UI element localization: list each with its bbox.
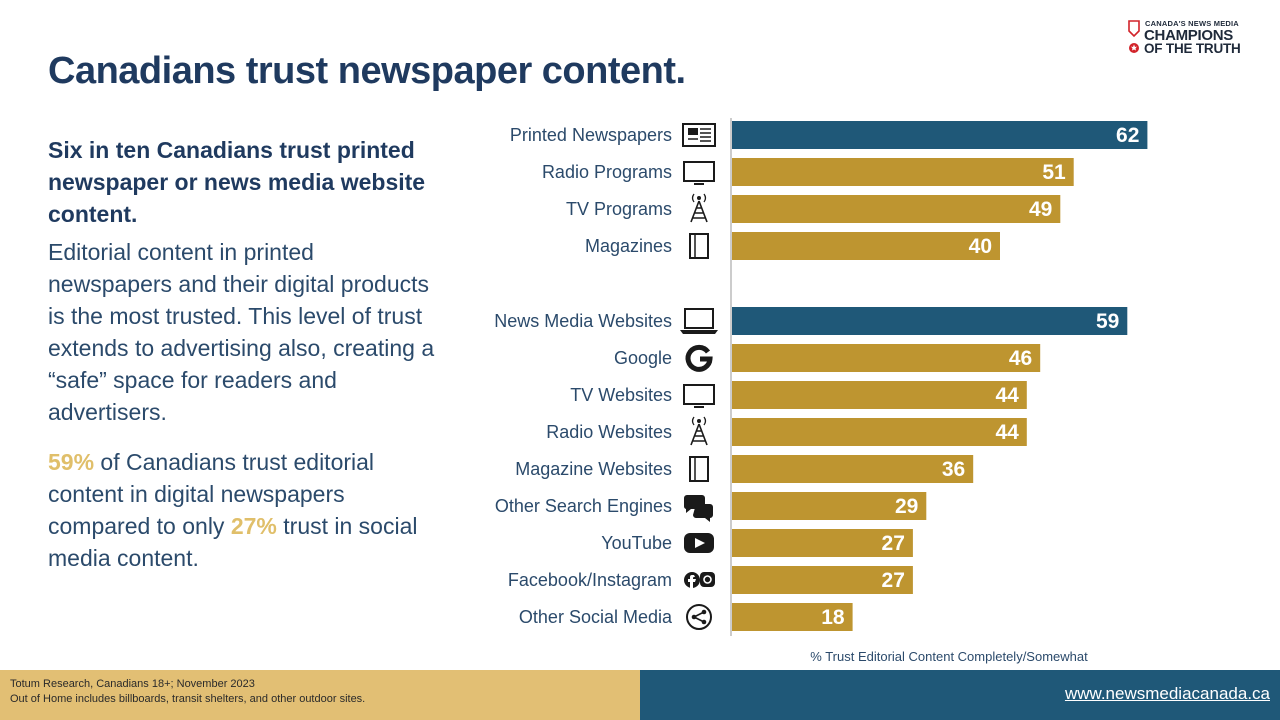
bar-value-label: 59 xyxy=(1096,310,1119,333)
bar xyxy=(732,566,913,594)
share-icon xyxy=(686,604,712,630)
bar-value-label: 27 xyxy=(882,569,905,592)
category-label: Printed Newspapers xyxy=(510,125,672,145)
lead-statement: Six in ten Canadians trust printed newsp… xyxy=(48,137,426,227)
logo-line1: CHAMPIONS xyxy=(1144,27,1233,44)
category-label: YouTube xyxy=(601,533,672,553)
google-icon xyxy=(685,344,713,372)
category-label: Other Social Media xyxy=(519,607,673,627)
footer-url-panel: www.newsmediacanada.ca xyxy=(640,670,1280,720)
category-label: TV Programs xyxy=(566,199,672,219)
category-label: Magazine Websites xyxy=(515,459,672,479)
bar-value-label: 51 xyxy=(1042,161,1066,184)
bar xyxy=(732,603,853,631)
stat-text-2: trust in social media content. xyxy=(48,513,418,571)
bar xyxy=(732,121,1148,149)
bar xyxy=(732,232,1000,260)
category-label: Facebook/Instagram xyxy=(508,570,672,590)
category-label: News Media Websites xyxy=(494,311,672,331)
tv-icon xyxy=(683,161,715,185)
category-label: Google xyxy=(614,348,672,368)
chart-row: 44 Radio Websites xyxy=(546,416,1027,446)
chart-row: 59 News Media Websites xyxy=(494,307,1128,335)
youtube-icon xyxy=(684,533,714,553)
chart-row: 27 Facebook/Instagram xyxy=(508,566,913,594)
x-axis-label: % Trust Editorial Content Completely/Som… xyxy=(810,649,1088,664)
bars-group: 62 Printed Newspapers 51 Radio Programs 49 TV… xyxy=(494,121,1148,631)
bar-value-label: 18 xyxy=(821,606,845,629)
laptop-icon xyxy=(680,308,718,334)
bar xyxy=(732,158,1074,186)
bar-value-label: 62 xyxy=(1116,124,1139,147)
bar-value-label: 44 xyxy=(995,421,1019,444)
bar-value-label: 49 xyxy=(1029,198,1052,221)
chart-row: 51 Radio Programs xyxy=(542,158,1074,186)
body-paragraph: Editorial content in printed newspapers … xyxy=(48,239,435,425)
chart-row: 49 TV Programs xyxy=(566,193,1061,223)
chart-row: 46 Google xyxy=(614,344,1041,372)
footer-source-panel: Totum Research, Canadians 18+; November … xyxy=(0,670,640,720)
radio-tower-icon xyxy=(690,193,708,223)
footer-note: Out of Home includes billboards, transit… xyxy=(10,693,366,705)
stat-text-1: of Canadians trust editorial content in … xyxy=(48,449,375,539)
bar xyxy=(732,381,1027,409)
magazine-icon xyxy=(689,233,709,259)
bar-value-label: 36 xyxy=(942,458,965,481)
bar-value-label: 27 xyxy=(882,532,905,555)
bar xyxy=(732,492,927,520)
bar xyxy=(732,529,913,557)
category-label: Magazines xyxy=(585,236,672,256)
bar-value-label: 29 xyxy=(895,495,918,518)
category-label: Radio Programs xyxy=(542,162,672,182)
chart-row: 36 Magazine Websites xyxy=(515,455,974,483)
category-label: Radio Websites xyxy=(546,422,672,442)
stat-pct-social: 27% xyxy=(230,513,277,539)
footer-source: Totum Research, Canadians 18+; November … xyxy=(10,678,255,690)
chart-row: 29 Other Search Engines xyxy=(495,492,927,522)
stat-pct-digital: 59% xyxy=(48,449,95,475)
chat-bubbles-icon xyxy=(683,495,713,522)
bar-value-label: 46 xyxy=(1009,347,1032,370)
logo-line2: OF THE TRUTH xyxy=(1144,41,1241,56)
bar xyxy=(732,195,1061,223)
radio-tower-icon xyxy=(690,416,708,446)
bar-value-label: 44 xyxy=(995,384,1019,407)
newspaper-icon xyxy=(682,123,716,147)
bar xyxy=(732,418,1027,446)
bar xyxy=(732,455,974,483)
bar-value-label: 40 xyxy=(969,235,992,258)
chart-row: 27 YouTube xyxy=(601,529,913,557)
facebook-instagram-icon xyxy=(684,572,715,588)
logo-small-text: CANADA'S NEWS MEDIA xyxy=(1145,19,1239,28)
champions-shield-icon xyxy=(1128,20,1140,53)
page-title: Canadians trust newspaper content. xyxy=(48,50,686,92)
website-link[interactable]: www.newsmediacanada.ca xyxy=(1064,684,1270,703)
left-text-panel: Six in ten Canadians trust printed newsp… xyxy=(48,134,438,574)
category-label: Other Search Engines xyxy=(495,496,672,516)
bar xyxy=(732,344,1041,372)
magazine-icon xyxy=(689,456,709,482)
category-label: TV Websites xyxy=(570,385,672,405)
tv-icon xyxy=(683,384,715,408)
stat-statement: 59% of Canadians trust editorial content… xyxy=(48,446,438,574)
bar xyxy=(732,307,1128,335)
chart-row: 62 Printed Newspapers xyxy=(510,121,1148,149)
chart-row: 44 TV Websites xyxy=(570,381,1027,409)
chart-row: 18 Other Social Media xyxy=(519,603,853,631)
chart-row: 40 Magazines xyxy=(585,232,1000,260)
brand-logo: CANADA'S NEWS MEDIA CHAMPIONS OF THE TRU… xyxy=(1127,19,1257,59)
